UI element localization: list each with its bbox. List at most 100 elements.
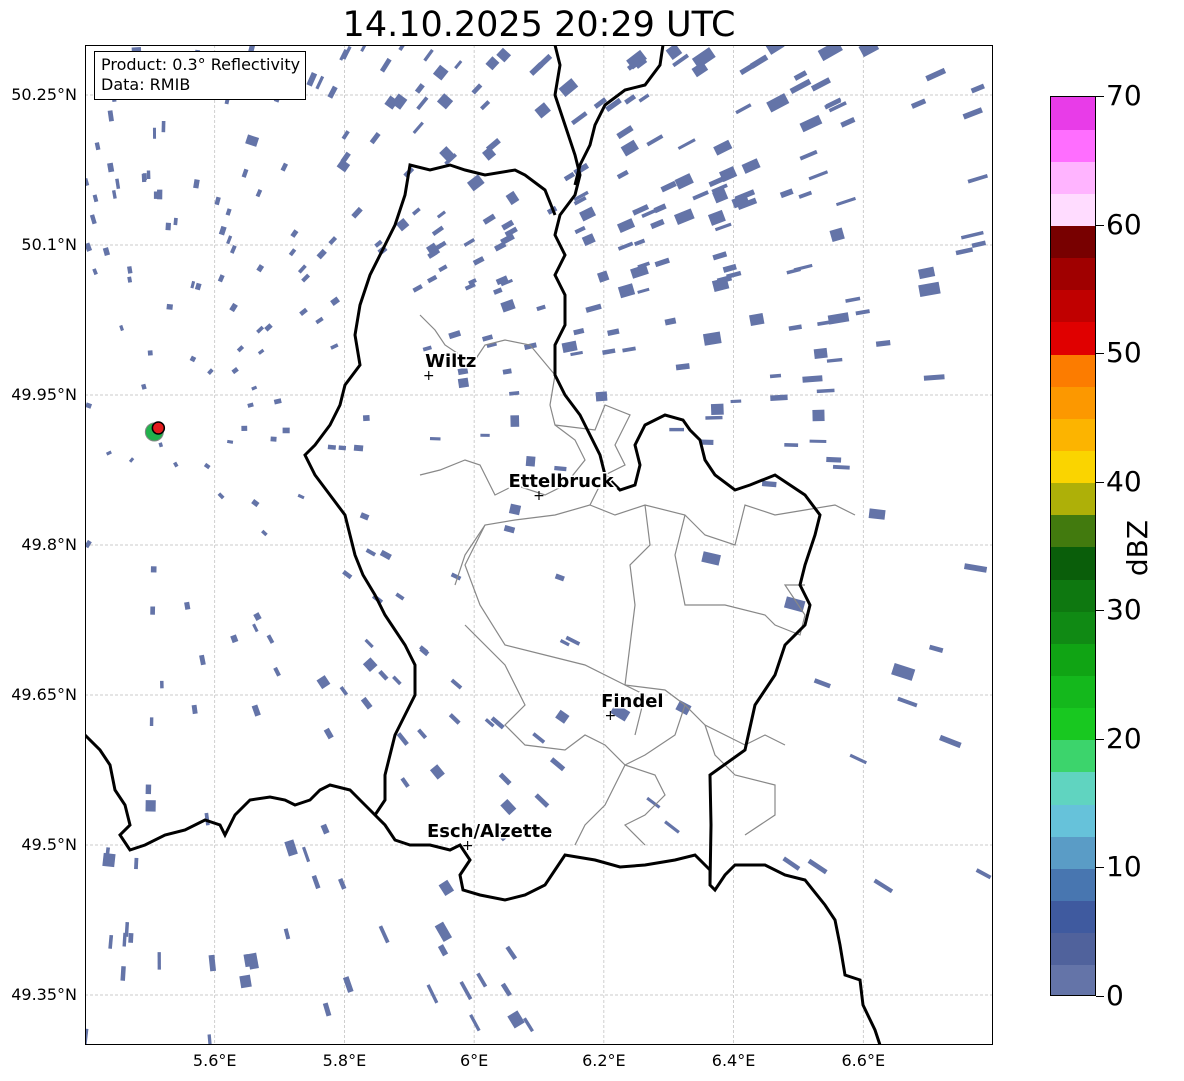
echo-cell	[849, 753, 868, 765]
echo-cell	[789, 78, 812, 94]
echo-cell	[378, 669, 389, 681]
echo-cell	[327, 85, 338, 99]
echo-cell	[450, 572, 462, 581]
echo-cell	[316, 675, 331, 690]
echo-cell	[463, 238, 476, 247]
echo-cell	[251, 385, 258, 391]
echo-cell	[691, 47, 716, 69]
echo-cell	[711, 183, 728, 194]
echo-cell	[925, 67, 947, 82]
echo-cell	[802, 375, 823, 383]
colorbar-segment	[1051, 289, 1095, 323]
map-title: 14.10.2025 20:29 UTC	[342, 5, 736, 45]
echo-cell	[660, 180, 677, 193]
echo-cell	[266, 634, 275, 644]
echo-cell	[646, 796, 661, 809]
echo-cell	[92, 194, 99, 203]
echo-cell	[141, 383, 147, 390]
echo-cell	[301, 846, 311, 863]
echo-cell	[824, 98, 842, 110]
echo-cell	[330, 296, 341, 306]
echo-cell	[782, 856, 801, 871]
echo-cell	[559, 639, 570, 647]
echo-cell	[395, 592, 405, 601]
echo-cell	[454, 60, 463, 70]
echo-cell	[257, 348, 265, 355]
canton-boundary	[624, 704, 686, 766]
country-border	[85, 733, 882, 1045]
radar-site[interactable]	[144, 421, 166, 442]
city-label: Esch/Alzette	[427, 821, 552, 842]
echo-cell	[673, 208, 695, 226]
radar-site-marker[interactable]	[151, 421, 166, 435]
colorbar-segment	[1051, 579, 1095, 612]
echo-cell	[119, 324, 124, 332]
echo-cell	[218, 225, 227, 236]
radar-map[interactable]: + Wiltz + Ettelbruck + Findel + Esch/Alzette	[85, 45, 993, 1045]
echo-cell	[203, 462, 211, 470]
echo-cell	[157, 952, 161, 970]
echo-cell	[184, 601, 191, 610]
echo-cell	[571, 111, 588, 126]
echo-cell	[505, 945, 518, 961]
echo-cell	[766, 93, 790, 113]
echo-cell	[677, 365, 688, 370]
echo-cell	[875, 339, 891, 347]
colorbar-tick	[1096, 481, 1104, 483]
echo-cell	[147, 350, 153, 356]
colorbar-segment	[1051, 386, 1095, 419]
echo-cell	[960, 230, 984, 240]
echo-cell	[150, 566, 157, 573]
echo-cell	[245, 134, 260, 147]
colorbar-tick-label: 60	[1106, 207, 1142, 241]
echo-cell	[214, 196, 221, 206]
reflectivity-echoes	[85, 45, 992, 1045]
echo-cell	[496, 830, 507, 842]
echo-cell	[485, 137, 501, 152]
echo-cell	[522, 1017, 534, 1033]
echo-cell	[464, 282, 476, 291]
echo-cell	[610, 703, 631, 722]
echo-cell	[85, 1028, 89, 1045]
echo-cell	[975, 868, 992, 880]
echo-cell	[283, 928, 291, 940]
echo-cell	[840, 117, 856, 128]
echo-cell	[605, 97, 622, 112]
echo-cell	[471, 83, 483, 95]
echo-cell	[809, 439, 827, 443]
echo-cell	[338, 878, 347, 890]
echo-cell	[199, 654, 206, 666]
echo-cell	[923, 374, 945, 381]
echo-cell	[493, 241, 507, 252]
echo-cell	[624, 94, 637, 105]
echo-cell	[207, 1034, 212, 1045]
colorbar-segment	[1051, 932, 1095, 966]
echo-cell	[500, 982, 512, 997]
echo-cell	[429, 764, 445, 780]
echo-cell	[434, 921, 453, 943]
canton-boundary	[624, 504, 651, 736]
colorbar-segment	[1051, 707, 1095, 741]
echo-cell	[868, 508, 886, 520]
echo-cell	[710, 403, 724, 416]
echo-cell	[353, 444, 364, 452]
echo-cell	[85, 177, 90, 187]
echo-cell	[532, 732, 546, 744]
echo-cell	[597, 270, 610, 283]
echo-cell	[765, 45, 785, 55]
echo-cell	[207, 368, 214, 375]
echo-cell	[341, 130, 350, 140]
echo-cell	[437, 944, 449, 957]
echo-cell	[504, 226, 518, 238]
colorbar-tick-label: 30	[1106, 593, 1142, 627]
echo-cell	[616, 218, 636, 233]
echo-cell	[253, 612, 262, 621]
echo-cell	[141, 173, 147, 183]
echo-cell	[730, 399, 742, 404]
echo-cell	[735, 103, 752, 115]
colorbar-tick	[1096, 996, 1104, 997]
echo-cell	[288, 248, 297, 257]
longitude-tick-label: 6°E	[459, 1051, 489, 1070]
echo-cell	[480, 433, 490, 437]
colorbar-segment	[1051, 836, 1095, 869]
